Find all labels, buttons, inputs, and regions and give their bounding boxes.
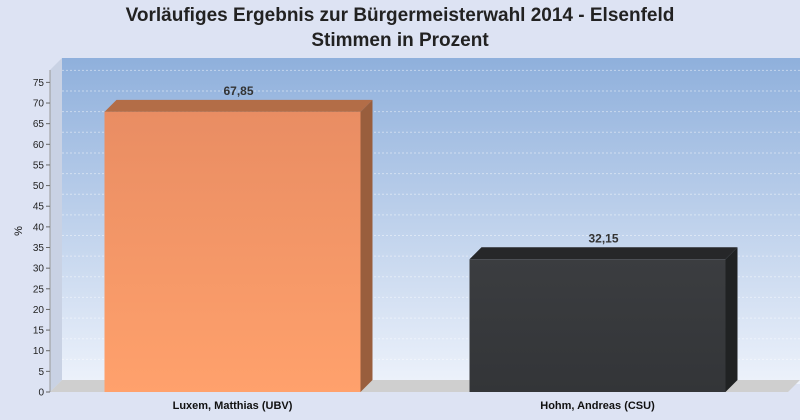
y-tick-label: 35 [33,243,45,254]
bar-top-face [104,99,373,112]
y-tick-label: 45 [33,202,45,213]
bar [104,111,361,393]
y-tick-label: 30 [33,264,45,275]
y-tick-label: 5 [38,367,44,378]
chart-subtitle: Stimmen in Prozent [311,30,489,51]
bar [469,259,726,392]
y-tick-label: 60 [33,140,45,151]
chart-title: Vorläufiges Ergebnis zur Bürgermeisterwa… [125,5,675,26]
plot-side-wall [50,58,62,392]
y-tick-label: 0 [38,388,44,399]
y-tick-label: 65 [33,119,45,130]
x-tick-label: Hohm, Andreas (CSU) [540,400,655,412]
y-tick-label: 55 [33,160,45,171]
y-tick-label: 75 [33,78,45,89]
x-tick-label: Luxem, Matthias (UBV) [173,400,293,412]
y-tick-label: 20 [33,305,45,316]
y-axis-label: % [13,226,25,236]
bar-side-face [360,99,373,393]
y-tick-label: 15 [33,326,45,337]
y-tick-label: 25 [33,284,45,295]
y-tick-label: 50 [33,181,45,192]
data-label: 67,85 [223,84,253,98]
bar-side-face [725,247,738,392]
y-tick-label: 10 [33,346,45,357]
data-label: 32,15 [588,231,618,245]
bar-top-face [469,247,738,260]
y-tick-label: 70 [33,99,45,110]
y-tick-label: 40 [33,222,45,233]
